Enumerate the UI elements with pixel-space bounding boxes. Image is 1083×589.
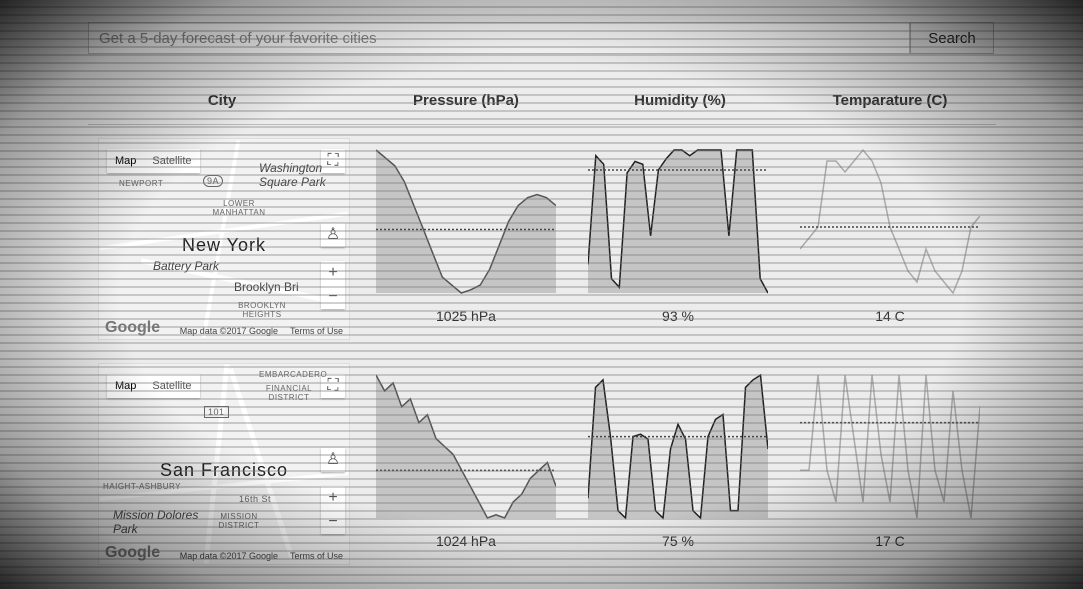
pegman-icon[interactable]: ♙ <box>321 223 345 247</box>
chart-area <box>376 150 556 293</box>
header-city: City <box>207 92 237 109</box>
chart-area <box>376 375 556 518</box>
city-search-input[interactable] <box>88 22 910 54</box>
zoom-out-button[interactable]: − <box>328 513 338 530</box>
map-label: 16th St <box>239 494 272 504</box>
table-row: Map Satellite ⛶ NEWPORT 9A LOWER MANHATT… <box>88 138 996 348</box>
header-temperature: Temparature (C) <box>832 92 948 109</box>
pegman-icon[interactable]: ♙ <box>321 448 345 472</box>
google-logo: Google <box>105 544 161 561</box>
search-button[interactable]: Search <box>910 22 994 54</box>
map-label: FINANCIAL DISTRICT <box>265 384 313 402</box>
header-humidity: Humidity (%) <box>634 92 726 109</box>
map-attribution: Map data ©2017 Google <box>179 326 278 336</box>
pressure-chart <box>376 374 556 519</box>
chart-line <box>800 374 980 519</box>
humidity-value: 93 % <box>662 308 694 324</box>
terms-link[interactable]: Terms of Use <box>289 551 343 561</box>
google-logo: Google <box>105 319 161 336</box>
humidity-chart <box>588 149 768 294</box>
chart-area <box>588 375 768 518</box>
route-shield: 101 <box>204 406 229 418</box>
map-label: LOWER MANHATTAN <box>212 199 266 217</box>
city-map[interactable]: Map Satellite ⛶ NEWPORT 9A LOWER MANHATT… <box>98 138 350 340</box>
zoom-in-button[interactable]: + <box>328 489 338 506</box>
chart-line <box>800 148 980 295</box>
map-label: BROOKLYN HEIGHTS <box>238 301 286 319</box>
map-type-map[interactable]: Map <box>115 155 137 167</box>
zoom-controls: + − <box>321 486 345 534</box>
map-type-toggle: Map Satellite <box>107 149 200 173</box>
map-label: MISSION DISTRICT <box>218 512 260 530</box>
terms-link[interactable]: Terms of Use <box>289 326 343 336</box>
route-shield: 9A <box>203 175 224 187</box>
chart-area <box>588 150 768 293</box>
header-pressure: Pressure (hPa) <box>413 92 519 109</box>
pressure-value: 1024 hPa <box>436 533 496 549</box>
pressure-value: 1025 hPa <box>436 308 496 324</box>
temperature-value: 17 C <box>875 533 905 549</box>
map-footer: Map data ©2017 Google Terms of Use <box>180 551 343 561</box>
city-name: New York <box>181 235 267 255</box>
search-bar: Search <box>88 22 994 54</box>
temperature-chart <box>800 374 980 519</box>
map-label: Brooklyn Bri <box>234 280 299 294</box>
map-label: NEWPORT <box>119 179 164 188</box>
table-row: Map Satellite ⛶ EMBARCADERO FINANCIAL DI… <box>88 363 996 573</box>
zoom-in-button[interactable]: + <box>328 264 338 281</box>
pressure-chart <box>376 149 556 294</box>
map-label: EMBARCADERO <box>259 370 328 379</box>
map-label: Washington Square Park <box>259 161 326 189</box>
city-map[interactable]: Map Satellite ⛶ EMBARCADERO FINANCIAL DI… <box>98 363 350 565</box>
map-type-satellite[interactable]: Satellite <box>152 380 192 392</box>
temperature-value: 14 C <box>875 308 905 324</box>
map-label: HAIGHT-ASHBURY <box>103 482 181 491</box>
zoom-controls: + − <box>321 261 345 309</box>
map-label: Mission Dolores Park <box>113 508 199 536</box>
table-header: City Pressure (hPa) Humidity (%) Tempara… <box>88 86 996 125</box>
humidity-value: 75 % <box>662 533 694 549</box>
map-attribution: Map data ©2017 Google <box>179 551 278 561</box>
city-name: San Francisco <box>159 460 289 480</box>
zoom-out-button[interactable]: − <box>328 288 338 305</box>
humidity-chart <box>588 373 768 520</box>
map-type-satellite[interactable]: Satellite <box>152 155 192 167</box>
map-type-map[interactable]: Map <box>115 380 137 392</box>
map-type-toggle: Map Satellite <box>107 374 200 398</box>
temperature-chart <box>800 148 980 295</box>
map-label: Battery Park <box>153 259 220 273</box>
map-footer: Map data ©2017 Google Terms of Use <box>180 326 343 336</box>
